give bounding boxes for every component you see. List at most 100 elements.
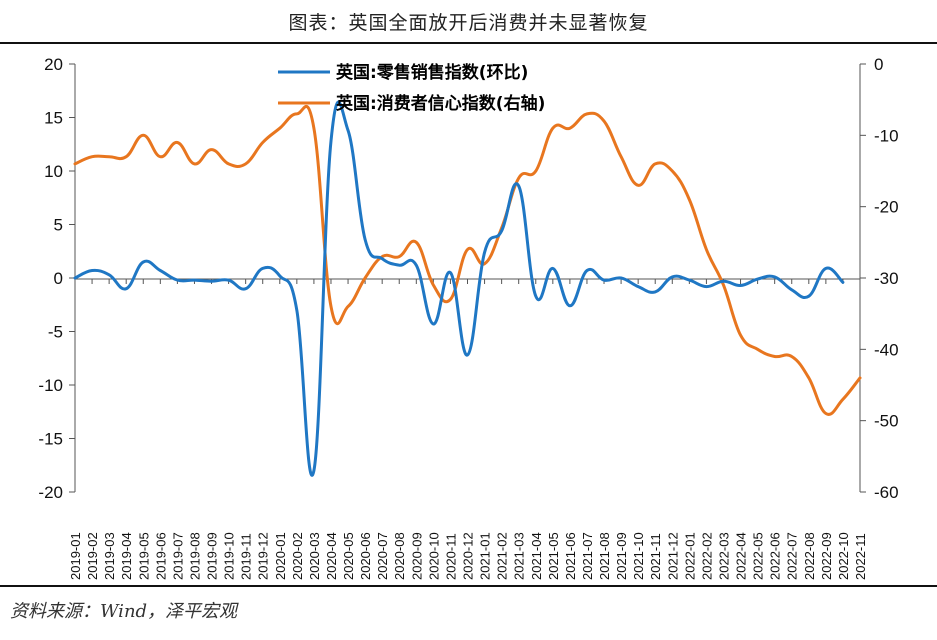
data-point bbox=[705, 285, 708, 288]
y-left-tick-label: 0 bbox=[54, 269, 63, 288]
data-point bbox=[842, 281, 844, 284]
data-point bbox=[620, 155, 622, 158]
axes: 20 15 10 5 0 -5 -10 -15 -20 0 -10 -20 -30 -40 -50 -60 20… bbox=[38, 55, 898, 580]
x-tick-label: 2019-04 bbox=[119, 532, 134, 580]
x-tick-label: 2021-06 bbox=[563, 532, 578, 580]
data-point bbox=[296, 113, 298, 115]
data-point bbox=[808, 295, 810, 297]
data-point bbox=[278, 275, 281, 277]
data-point bbox=[91, 155, 93, 158]
data-point bbox=[364, 238, 366, 241]
data-point bbox=[176, 141, 179, 144]
data-point bbox=[278, 127, 281, 129]
data-point bbox=[415, 264, 418, 266]
data-point bbox=[398, 264, 401, 266]
y-right-tick-label: -20 bbox=[874, 198, 899, 217]
x-tick-label: 2021-04 bbox=[529, 532, 544, 580]
x-tick-label: 2022-08 bbox=[802, 532, 817, 580]
source-note: 资料来源：Wind，泽平宏观 bbox=[10, 601, 238, 622]
data-point bbox=[330, 140, 332, 142]
data-point bbox=[313, 127, 315, 129]
data-point bbox=[517, 185, 520, 187]
data-point bbox=[347, 305, 349, 308]
data-point bbox=[432, 284, 435, 286]
data-point bbox=[74, 277, 76, 279]
data-point bbox=[739, 334, 742, 336]
x-tick-label: 2020-01 bbox=[273, 532, 288, 580]
x-tick-label: 2021-01 bbox=[478, 532, 493, 580]
x-tick-label: 2021-11 bbox=[648, 533, 663, 580]
data-point bbox=[569, 127, 571, 129]
data-point bbox=[261, 141, 264, 144]
data-point bbox=[142, 261, 145, 263]
data-point bbox=[603, 120, 605, 122]
data-point bbox=[756, 278, 759, 280]
data-point bbox=[859, 377, 861, 379]
x-tick-label: 2019-12 bbox=[256, 532, 271, 580]
x-tick-label: 2022-02 bbox=[699, 532, 714, 580]
x-tick-label: 2021-10 bbox=[631, 532, 646, 580]
x-tick-label: 2019-06 bbox=[153, 532, 168, 580]
x-tick-label: 2021-03 bbox=[512, 532, 527, 580]
data-point bbox=[603, 279, 605, 281]
data-point bbox=[483, 251, 486, 254]
data-point bbox=[671, 276, 674, 278]
x-tick-label: 2020-04 bbox=[324, 532, 339, 580]
x-tick-label: 2021-08 bbox=[597, 532, 612, 580]
data-point bbox=[534, 170, 537, 172]
x-tick-label: 2020-08 bbox=[392, 532, 407, 580]
bottom-rule bbox=[0, 585, 937, 587]
data-point bbox=[210, 280, 213, 283]
data-point bbox=[449, 271, 452, 274]
points-consumer-confidence bbox=[74, 113, 861, 415]
y-left-tick-label: -5 bbox=[48, 323, 63, 342]
data-point bbox=[91, 269, 93, 272]
x-tick-label: 2022-05 bbox=[751, 532, 766, 580]
x-tick-label: 2022-04 bbox=[734, 532, 749, 580]
chart-area: 20 15 10 5 0 -5 -10 -15 -20 0 -10 -20 -30 -40 -50 -60 20… bbox=[38, 55, 898, 580]
x-tick-label: 2020-06 bbox=[358, 532, 373, 580]
data-point bbox=[108, 273, 110, 276]
data-point bbox=[176, 279, 179, 281]
series-layer bbox=[73, 100, 862, 477]
data-point bbox=[227, 279, 230, 281]
y-left-tick-label: 20 bbox=[44, 55, 63, 74]
data-point bbox=[620, 277, 622, 279]
data-point bbox=[534, 295, 537, 297]
x-tick-label: 2020-11 bbox=[443, 533, 458, 580]
x-tick-label: 2022-06 bbox=[768, 532, 783, 580]
x-tick-label: 2022-10 bbox=[836, 532, 851, 580]
data-point bbox=[125, 155, 127, 158]
y-left-tick-label: 5 bbox=[54, 216, 63, 235]
y-left-tick-label: -10 bbox=[38, 376, 63, 395]
data-point bbox=[193, 163, 196, 165]
data-point bbox=[825, 412, 827, 415]
x-tick-label: 2019-07 bbox=[170, 532, 185, 580]
data-point bbox=[347, 129, 349, 132]
y-left-tick-label: 10 bbox=[44, 162, 63, 181]
y-right-tick-label: 0 bbox=[874, 55, 883, 74]
data-point bbox=[159, 269, 162, 272]
data-point bbox=[705, 248, 708, 251]
legend-label: 英国:消费者信心指数(右轴) bbox=[336, 93, 545, 114]
legend: 英国:零售销售指数(环比) 英国:消费者信心指数(右轴) bbox=[278, 62, 545, 114]
x-tick-label: 2019-09 bbox=[205, 532, 220, 580]
data-point bbox=[466, 248, 469, 251]
x-tick-label: 2020-12 bbox=[461, 532, 476, 580]
data-point bbox=[654, 163, 657, 165]
y-right-tick-label: -60 bbox=[874, 483, 899, 502]
data-point bbox=[125, 287, 127, 290]
data-point bbox=[449, 298, 452, 301]
legend-label: 英国:零售销售指数(环比) bbox=[336, 62, 528, 83]
y-right-tick-label: -10 bbox=[874, 126, 899, 145]
data-point bbox=[586, 269, 588, 272]
x-tick-label: 2022-07 bbox=[785, 532, 800, 580]
x-tick-label: 2021-02 bbox=[495, 532, 510, 580]
data-point bbox=[398, 255, 401, 258]
data-point bbox=[654, 291, 657, 293]
data-point bbox=[466, 354, 469, 356]
x-tick-label: 2022-11 bbox=[853, 533, 868, 580]
data-point bbox=[261, 267, 264, 270]
x-tick-label: 2020-02 bbox=[290, 532, 305, 580]
x-tick-label: 2020-03 bbox=[307, 532, 322, 580]
